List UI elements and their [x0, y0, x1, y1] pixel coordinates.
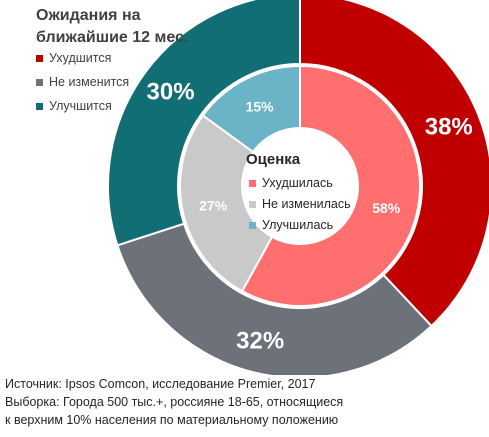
inner-legend-label-3: Улучшилась	[262, 218, 333, 232]
outer-title-line-1: Ожидания на	[36, 7, 141, 24]
donut-chart: 38% 32% 30% 58% 27% 15% Ожидания на ближайши…	[36, 0, 489, 375]
outer-title-line-2: ближайшие 12 мес.	[36, 29, 188, 46]
inner-legend-swatch-3	[249, 222, 256, 229]
inner-legend-swatch-2	[249, 201, 256, 208]
sample-note-line-2: к верхним 10% населения по материальному…	[5, 413, 339, 427]
outer-legend-swatch-3	[36, 103, 43, 110]
outer-slice-3	[107, 0, 301, 247]
inner-slice-1	[240, 64, 421, 307]
outer-slice-label-3: 30%	[147, 78, 195, 105]
outer-legend-swatch-2	[36, 79, 43, 86]
inner-data-labels: 58% 27% 15%	[199, 99, 401, 216]
inner-legend-label-2: Не изменилась	[262, 197, 351, 211]
outer-chart-title: Ожидания на ближайшие 12 мес.	[36, 7, 188, 46]
inner-slice-2	[179, 114, 274, 293]
inner-ring	[179, 64, 421, 307]
inner-slice-label-1: 58%	[372, 200, 401, 216]
inner-legend-swatch-1	[249, 180, 256, 187]
outer-ring	[107, 0, 489, 375]
footer-notes: Источник: Ipsos Comcon, исследование Pre…	[5, 375, 485, 429]
outer-data-labels: 38% 32% 30%	[147, 78, 473, 354]
outer-legend: Ухудшится Не изменится Улучшится	[36, 51, 129, 113]
inner-legend: Ухудшилась Не изменилась Улучшилась	[249, 176, 351, 232]
outer-legend-label-3: Улучшится	[49, 99, 112, 113]
inner-slice-3	[201, 64, 301, 154]
outer-legend-label-1: Ухудшится	[49, 51, 111, 65]
source-note: Источник: Ipsos Comcon, исследование Pre…	[5, 377, 316, 391]
outer-slice-label-1: 38%	[425, 114, 473, 141]
inner-legend-label-1: Ухудшилась	[262, 176, 333, 190]
inner-chart-title: Оценка	[246, 151, 301, 168]
inner-slice-label-3: 15%	[246, 99, 275, 115]
inner-slice-label-2: 27%	[199, 197, 228, 213]
outer-slice-label-2: 32%	[236, 327, 284, 354]
outer-legend-label-2: Не изменится	[49, 75, 129, 89]
outer-slice-1	[299, 0, 489, 328]
outer-slice-2	[116, 222, 433, 375]
outer-legend-swatch-1	[36, 55, 43, 62]
sample-note-line-1: Выборка: Города 500 тыс.+, россияне 18-6…	[5, 395, 344, 409]
